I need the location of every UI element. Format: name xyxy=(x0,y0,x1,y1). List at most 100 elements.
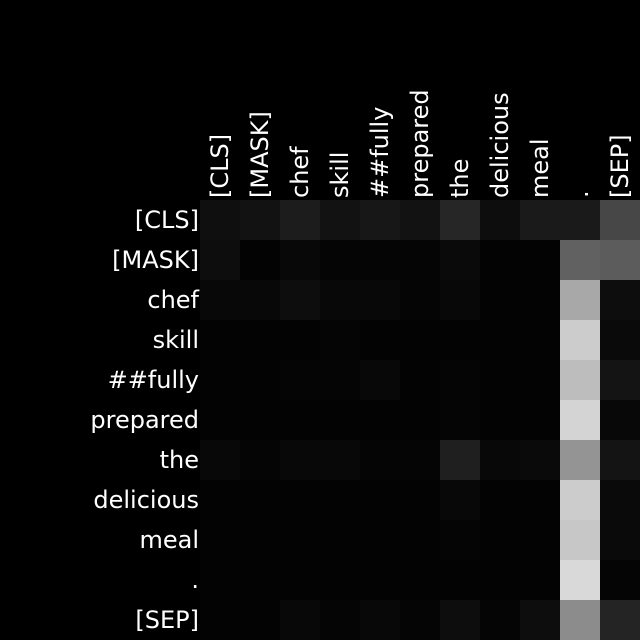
heatmap-cell-r2-c0 xyxy=(200,280,240,320)
heatmap-cell-r1-c0 xyxy=(200,240,240,280)
y-tick-label: ##fully xyxy=(108,366,199,394)
heatmap-cell-r0-c9 xyxy=(560,200,600,240)
x-tick-label: [CLS] xyxy=(206,134,234,198)
x-tick-label: chef xyxy=(286,146,314,198)
heatmap-cell-r2-c8 xyxy=(520,280,560,320)
heatmap-cell-r7-c2 xyxy=(280,480,320,520)
heatmap-cell-r3-c2 xyxy=(280,320,320,360)
heatmap-cell-r0-c4 xyxy=(360,200,400,240)
heatmap-cell-r7-c9 xyxy=(560,480,600,520)
heatmap-cell-r6-c8 xyxy=(520,440,560,480)
heatmap-cell-r6-c10 xyxy=(600,440,640,480)
heatmap-cell-r5-c8 xyxy=(520,400,560,440)
heatmap-cell-r0-c6 xyxy=(440,200,480,240)
heatmap-cell-r10-c1 xyxy=(240,600,280,640)
heatmap-cell-r1-c7 xyxy=(480,240,520,280)
heatmap-cell-r8-c6 xyxy=(440,520,480,560)
heatmap-cell-r9-c8 xyxy=(520,560,560,600)
heatmap-cell-r5-c0 xyxy=(200,400,240,440)
heatmap-cell-r8-c10 xyxy=(600,520,640,560)
heatmap-cell-r7-c6 xyxy=(440,480,480,520)
heatmap-cell-r5-c3 xyxy=(320,400,360,440)
heatmap-cell-r4-c4 xyxy=(360,360,400,400)
heatmap-cell-r5-c2 xyxy=(280,400,320,440)
heatmap-cell-r0-c2 xyxy=(280,200,320,240)
heatmap-cell-r8-c9 xyxy=(560,520,600,560)
heatmap-cell-r10-c6 xyxy=(440,600,480,640)
heatmap-cell-r4-c5 xyxy=(400,360,440,400)
heatmap-cell-r5-c1 xyxy=(240,400,280,440)
heatmap-cell-r8-c7 xyxy=(480,520,520,560)
heatmap-cell-r10-c9 xyxy=(560,600,600,640)
heatmap-cell-r9-c5 xyxy=(400,560,440,600)
heatmap-cell-r0-c8 xyxy=(520,200,560,240)
heatmap-cell-r1-c3 xyxy=(320,240,360,280)
heatmap-cell-r6-c2 xyxy=(280,440,320,480)
heatmap-cell-r3-c6 xyxy=(440,320,480,360)
heatmap-cell-r4-c1 xyxy=(240,360,280,400)
heatmap-cell-r2-c9 xyxy=(560,280,600,320)
heatmap-cell-r0-c0 xyxy=(200,200,240,240)
x-tick-label: . xyxy=(566,190,594,198)
heatmap-cell-r8-c2 xyxy=(280,520,320,560)
heatmap-cell-r4-c7 xyxy=(480,360,520,400)
heatmap-cell-r8-c1 xyxy=(240,520,280,560)
heatmap-cell-r7-c4 xyxy=(360,480,400,520)
heatmap-cell-r7-c3 xyxy=(320,480,360,520)
heatmap-cell-r8-c8 xyxy=(520,520,560,560)
heatmap-cell-r0-c1 xyxy=(240,200,280,240)
heatmap-cell-r1-c8 xyxy=(520,240,560,280)
heatmap-cell-r1-c6 xyxy=(440,240,480,280)
y-tick-label: delicious xyxy=(93,486,199,514)
heatmap-cell-r5-c7 xyxy=(480,400,520,440)
y-tick-label: [MASK] xyxy=(112,246,199,274)
heatmap-cell-r7-c10 xyxy=(600,480,640,520)
y-tick-label: [SEP] xyxy=(135,606,199,634)
heatmap-cell-r2-c7 xyxy=(480,280,520,320)
heatmap-cell-r4-c8 xyxy=(520,360,560,400)
x-tick-label: the xyxy=(446,159,474,198)
heatmap-cell-r10-c3 xyxy=(320,600,360,640)
heatmap-cell-r10-c10 xyxy=(600,600,640,640)
y-tick-label: [CLS] xyxy=(135,206,199,234)
heatmap-cell-r0-c5 xyxy=(400,200,440,240)
heatmap-cell-r4-c3 xyxy=(320,360,360,400)
heatmap-cell-r2-c3 xyxy=(320,280,360,320)
heatmap-cell-r9-c7 xyxy=(480,560,520,600)
y-tick-label: meal xyxy=(139,526,199,554)
heatmap-cell-r6-c3 xyxy=(320,440,360,480)
heatmap-cell-r3-c5 xyxy=(400,320,440,360)
heatmap-cell-r2-c1 xyxy=(240,280,280,320)
heatmap-cell-r8-c3 xyxy=(320,520,360,560)
x-tick-label: [MASK] xyxy=(246,111,274,198)
heatmap-cell-r0-c10 xyxy=(600,200,640,240)
heatmap-cell-r1-c4 xyxy=(360,240,400,280)
heatmap-cell-r3-c4 xyxy=(360,320,400,360)
heatmap-cell-r2-c10 xyxy=(600,280,640,320)
heatmap-cell-r10-c4 xyxy=(360,600,400,640)
heatmap-cell-r1-c9 xyxy=(560,240,600,280)
x-tick-label: delicious xyxy=(486,92,514,198)
heatmap-cell-r9-c1 xyxy=(240,560,280,600)
heatmap-cell-r7-c7 xyxy=(480,480,520,520)
y-tick-label: prepared xyxy=(90,406,199,434)
heatmap-cell-r7-c1 xyxy=(240,480,280,520)
heatmap-cell-r9-c3 xyxy=(320,560,360,600)
heatmap-cell-r4-c10 xyxy=(600,360,640,400)
heatmap-cell-r9-c0 xyxy=(200,560,240,600)
x-tick-label: prepared xyxy=(406,89,434,198)
heatmap-cell-r3-c0 xyxy=(200,320,240,360)
heatmap-cell-r6-c6 xyxy=(440,440,480,480)
heatmap-cell-r6-c0 xyxy=(200,440,240,480)
y-tick-label: chef xyxy=(147,286,199,314)
heatmap-cell-r9-c6 xyxy=(440,560,480,600)
heatmap-cell-r3-c7 xyxy=(480,320,520,360)
x-tick-label: [SEP] xyxy=(606,134,634,198)
heatmap-cell-r8-c0 xyxy=(200,520,240,560)
heatmap-cell-r4-c9 xyxy=(560,360,600,400)
heatmap-cell-r5-c9 xyxy=(560,400,600,440)
heatmap-cell-r3-c10 xyxy=(600,320,640,360)
heatmap-cell-r2-c6 xyxy=(440,280,480,320)
heatmap-cell-r5-c10 xyxy=(600,400,640,440)
